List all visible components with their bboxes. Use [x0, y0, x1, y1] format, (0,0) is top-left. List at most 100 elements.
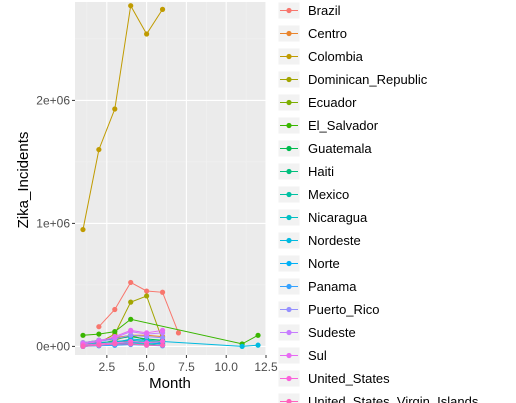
legend-item: United_States_Virgin_Islands: [277, 392, 479, 403]
data-point: [144, 31, 150, 37]
legend-label: Nordeste: [308, 233, 361, 248]
data-point: [159, 6, 166, 12]
series-line: [82, 4, 163, 230]
data-point: [96, 146, 102, 153]
legend-item: Nordeste: [277, 231, 361, 250]
legend-marker: [286, 306, 292, 313]
legend-label: Dominican_Republic: [308, 72, 428, 87]
x-axis: 2.5 5.0 7.5 10.0 12.5: [98, 355, 278, 374]
data-point: [112, 106, 118, 112]
legend-label: Guatemala: [308, 141, 372, 156]
legend-marker: [286, 191, 292, 198]
series-line: [98, 281, 179, 334]
legend-marker: [286, 237, 292, 244]
legend-label: Mexico: [308, 187, 349, 202]
legend-label: Haiti: [308, 164, 334, 179]
legend-marker: [286, 122, 292, 129]
legend-label: Ecuador: [308, 95, 357, 110]
legend-item: Brazil: [277, 1, 341, 20]
series-layer: [80, 3, 261, 349]
series-line: [82, 340, 163, 346]
legend-item: Ecuador: [277, 93, 357, 112]
series-line: [82, 331, 163, 344]
legend-item: Colombia: [277, 47, 364, 66]
data-point: [96, 342, 102, 348]
legend-label: Puerto_Rico: [308, 302, 380, 317]
legend-item: Panama: [277, 277, 357, 296]
legend-label: Norte: [308, 256, 340, 271]
data-point: [112, 341, 118, 347]
series-line: [82, 329, 163, 345]
legend-marker: [286, 260, 292, 267]
legend-label: Panama: [308, 279, 357, 294]
x-tick-label: 7.5: [178, 360, 195, 374]
legend-item: Mexico: [277, 185, 349, 204]
legend-label: United_States_Virgin_Islands: [308, 394, 479, 403]
legend-marker: [286, 30, 292, 37]
data-point: [159, 327, 166, 334]
x-tick-label: 12.5: [254, 360, 278, 374]
data-point: [159, 338, 166, 345]
legend-item: Centro: [277, 24, 347, 43]
legend-marker: [286, 168, 292, 175]
legend-item: Norte: [277, 254, 340, 273]
data-point: [159, 289, 166, 295]
legend-marker: [286, 283, 292, 290]
legend-item: United_States: [277, 369, 390, 388]
legend-marker: [286, 53, 292, 60]
legend-item: Dominican_Republic: [277, 70, 428, 89]
data-point: [255, 342, 261, 348]
data-point: [128, 3, 134, 9]
plot-panel: [75, 2, 266, 355]
legend-label: Sul: [308, 348, 327, 363]
y-tick-label: 0e+00: [36, 339, 70, 353]
data-point: [128, 299, 134, 305]
legend-item: Guatemala: [277, 139, 372, 158]
data-point: [144, 293, 150, 299]
data-point: [128, 341, 134, 347]
data-point: [128, 332, 134, 338]
data-point: [239, 343, 245, 349]
legend-marker: [286, 99, 292, 106]
series-line: [82, 318, 259, 345]
data-point: [96, 324, 102, 330]
data-point: [96, 331, 102, 337]
y-axis: 0e+00 1e+06 2e+06: [36, 93, 75, 353]
legend-marker: [286, 76, 292, 83]
data-point: [255, 332, 261, 338]
legend-label: Centro: [308, 26, 347, 41]
data-point: [175, 330, 182, 336]
legend-item: El_Salvador: [277, 116, 379, 135]
data-point: [159, 342, 166, 348]
data-point: [144, 288, 150, 294]
data-point: [112, 333, 118, 340]
data-point: [112, 306, 118, 313]
legend-label: Nicaragua: [308, 210, 368, 225]
series-united-states-virgin-islands: [80, 341, 166, 349]
data-point: [80, 332, 86, 338]
x-axis-title: Month: [149, 375, 191, 392]
data-point: [80, 226, 86, 233]
legend-label: El_Salvador: [308, 118, 379, 133]
series-colombia: [80, 3, 166, 233]
legend-key: [277, 392, 301, 403]
legend-label: Colombia: [308, 49, 364, 64]
data-point: [159, 335, 166, 341]
data-point: [128, 327, 134, 334]
legend: Brazil Centro Colombia Dominican_Republic Ec…: [277, 1, 479, 403]
legend-item: Sul: [277, 346, 327, 365]
legend-marker: [286, 7, 292, 14]
legend-marker: [286, 398, 292, 403]
series-brazil: [96, 279, 182, 336]
legend-marker: [286, 145, 292, 152]
legend-label: United_States: [308, 371, 390, 386]
data-point: [128, 316, 134, 322]
legend-item: Nicaragua: [277, 208, 368, 227]
data-point: [128, 279, 134, 286]
legend-marker: [286, 375, 292, 382]
data-point: [144, 330, 150, 336]
legend-item: Sudeste: [277, 323, 356, 342]
data-point: [112, 329, 118, 335]
x-tick-label: 5.0: [138, 360, 155, 374]
